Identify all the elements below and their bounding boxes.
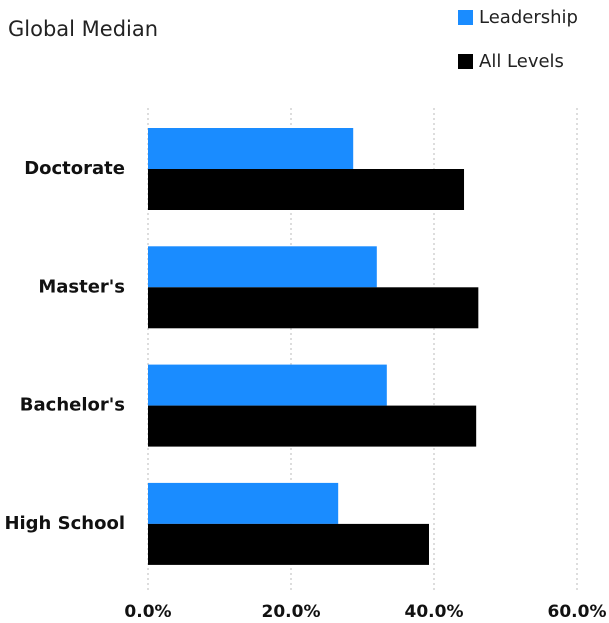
x-tick-label: 20.0% bbox=[262, 602, 321, 622]
bar bbox=[148, 523, 429, 565]
x-tick-label: 40.0% bbox=[405, 602, 464, 622]
y-tick-label: Doctorate bbox=[24, 158, 125, 179]
bar bbox=[148, 169, 465, 210]
legend-swatch bbox=[458, 54, 473, 69]
bar bbox=[148, 482, 339, 524]
bar bbox=[148, 287, 479, 329]
bar bbox=[148, 364, 387, 406]
y-tick-label: Master's bbox=[38, 276, 125, 297]
legend-swatch bbox=[458, 10, 473, 25]
legend-label: All Levels bbox=[479, 51, 564, 72]
bar bbox=[148, 405, 477, 447]
y-tick-label: High School bbox=[4, 513, 125, 534]
legend-label: Leadership bbox=[479, 7, 578, 28]
y-tick-label: Bachelor's bbox=[20, 395, 125, 416]
x-tick-label: 0.0% bbox=[124, 602, 171, 622]
x-tick-label: 60.0% bbox=[548, 602, 607, 622]
chart-title: Global Median bbox=[8, 17, 158, 41]
bar bbox=[148, 246, 377, 288]
bar bbox=[148, 128, 354, 169]
